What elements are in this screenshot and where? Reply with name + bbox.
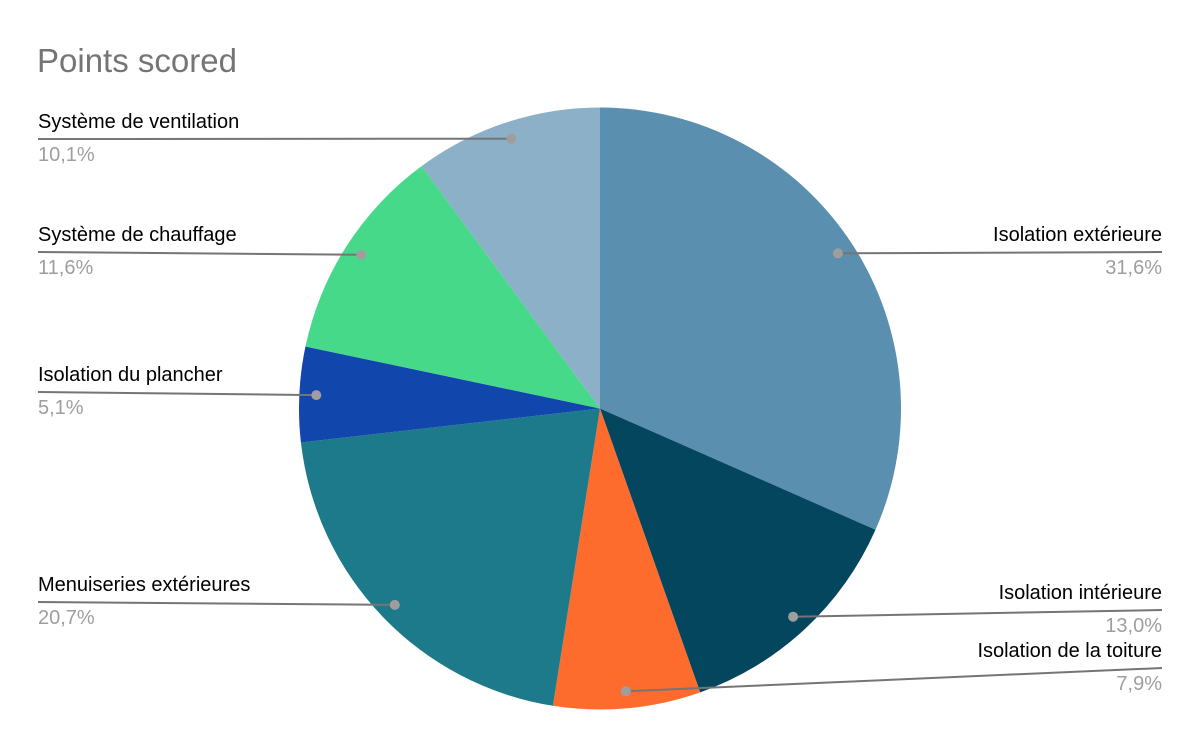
- leader-dot: [311, 390, 322, 401]
- slice-label: Isolation intérieure: [998, 582, 1162, 604]
- pie-slice-7[interactable]: [421, 107, 600, 409]
- slice-percentage: 10,1%: [38, 144, 95, 166]
- leader-dot: [356, 249, 367, 260]
- pie-slice-4[interactable]: [300, 408, 600, 706]
- chart-title: Points scored: [37, 42, 237, 79]
- pie-slice-3[interactable]: [552, 408, 701, 710]
- leader-line: [793, 609, 1163, 618]
- leader-line: [37, 251, 362, 256]
- slice-percentage: 11,6%: [38, 257, 94, 279]
- leader-line: [37, 391, 317, 397]
- slice-label: Menuiseries extérieures: [38, 574, 251, 596]
- leader-line: [837, 251, 1163, 255]
- slice-percentage: 13,0%: [1105, 615, 1162, 637]
- slice-label: Isolation de la toiture: [977, 640, 1162, 662]
- slice-percentage: 7,9%: [1116, 673, 1162, 695]
- leader-dot: [788, 611, 799, 622]
- leader-dot: [506, 133, 517, 144]
- pie-slice-6[interactable]: [305, 166, 600, 409]
- slice-label: Système de chauffage: [38, 224, 237, 246]
- leader-dot: [389, 599, 400, 610]
- slice-percentage: 20,7%: [38, 607, 95, 629]
- slice-label: Isolation extérieure: [993, 224, 1162, 246]
- leader-dot: [832, 248, 843, 259]
- slice-percentage: 31,6%: [1105, 257, 1162, 279]
- slice-percentage: 5,1%: [38, 397, 84, 419]
- pie-slice-1[interactable]: [600, 107, 902, 530]
- leader-line: [37, 601, 395, 606]
- slice-label: Isolation du plancher: [38, 364, 223, 386]
- leader-dot: [620, 686, 631, 697]
- pie-slice-2[interactable]: [600, 408, 876, 693]
- slice-label: Système de ventilation: [38, 111, 240, 133]
- leader-line: [625, 667, 1163, 693]
- pie-slice-5[interactable]: [298, 346, 600, 443]
